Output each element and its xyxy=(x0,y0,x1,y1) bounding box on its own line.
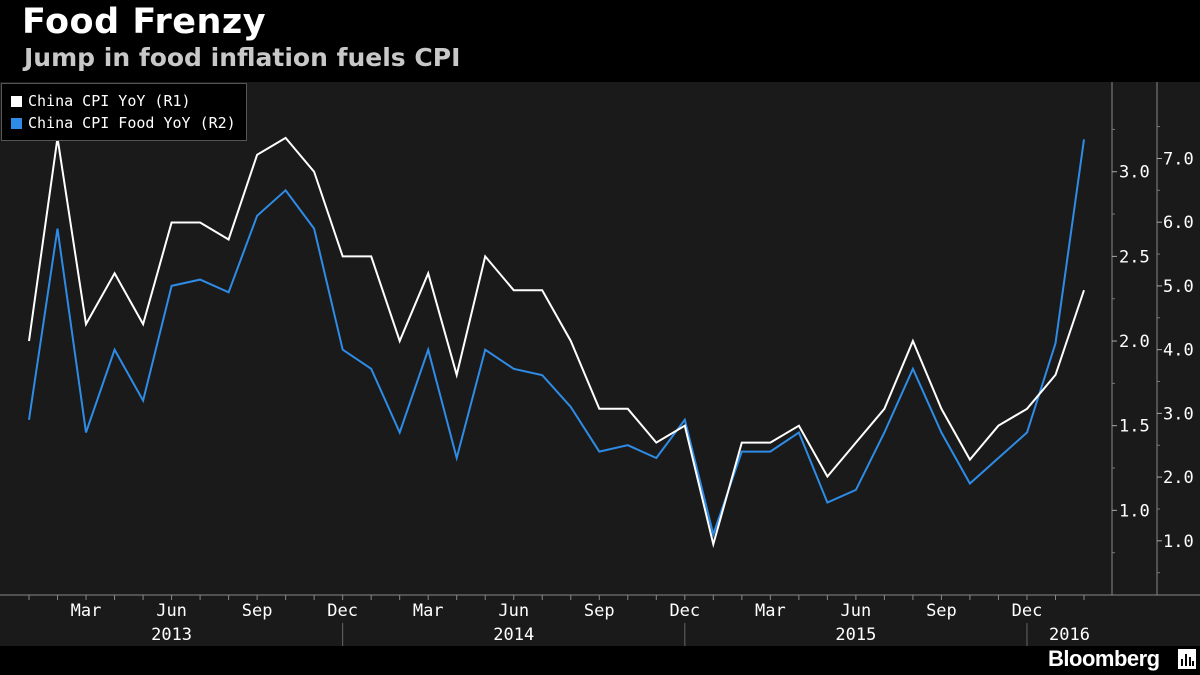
series-line-cpi xyxy=(28,136,1085,549)
legend-item-food: China CPI Food YoY (R2) xyxy=(11,112,246,134)
y-tick-label-r1: 3.0 xyxy=(1119,163,1150,183)
x-tick-label: Jun xyxy=(498,601,529,621)
legend-item-cpi: China CPI YoY (R1) xyxy=(11,90,246,112)
x-tick-label: Sep xyxy=(242,601,273,621)
x-tick-label: Jun xyxy=(841,601,872,621)
x-tick-label: Dec xyxy=(327,601,358,621)
series-line-food xyxy=(28,139,1085,539)
legend-swatch-food xyxy=(11,117,22,129)
x-year-label: 2016 xyxy=(1049,625,1090,645)
y-tick-label-r1: 2.5 xyxy=(1119,247,1150,267)
y-tick-label-r2: 3.0 xyxy=(1163,404,1194,424)
y-tick-label-r1: 1.0 xyxy=(1119,501,1150,521)
x-tick-label: Jun xyxy=(156,601,187,621)
y-tick-label-r2: 5.0 xyxy=(1163,277,1194,297)
plot-background xyxy=(0,82,1200,646)
y-tick-label-r2: 1.0 xyxy=(1163,532,1194,552)
y-tick-label-r2: 6.0 xyxy=(1163,213,1194,233)
x-tick-label: Mar xyxy=(755,601,786,621)
y-tick-label-r2: 7.0 xyxy=(1163,149,1194,169)
x-tick-label: Dec xyxy=(669,601,700,621)
legend: China CPI YoY (R1) China CPI Food YoY (R… xyxy=(1,83,247,141)
x-tick-label: Sep xyxy=(926,601,957,621)
x-year-label: 2015 xyxy=(835,625,876,645)
chart-subtitle: Jump in food inflation fuels CPI xyxy=(24,43,461,72)
y-tick-label-r1: 2.0 xyxy=(1119,332,1150,352)
chart-title: Food Frenzy xyxy=(22,2,267,42)
x-tick-label: Mar xyxy=(413,601,444,621)
y-tick-label-r2: 4.0 xyxy=(1163,341,1194,361)
x-tick-label: Sep xyxy=(584,601,615,621)
y-tick-label-r2: 2.0 xyxy=(1163,468,1194,488)
x-tick-label: Dec xyxy=(1012,601,1043,621)
legend-label-cpi: China CPI YoY (R1) xyxy=(28,92,191,110)
bloomberg-chart-icon xyxy=(1178,649,1196,669)
brand-logo-text: Bloomberg xyxy=(1048,646,1160,671)
axes-layer: 1.0 1.5 2.0 2.5 3.0 1.0 2.0 3.0 4.0 5.0 6.0 7.0 Mar J… xyxy=(0,82,1200,646)
y-tick-label-r1: 1.5 xyxy=(1119,417,1150,437)
x-year-label: 2014 xyxy=(493,625,534,645)
lines-layer xyxy=(28,136,1085,549)
x-tick-label: Mar xyxy=(71,601,102,621)
legend-label-food: China CPI Food YoY (R2) xyxy=(28,114,236,132)
legend-swatch-cpi xyxy=(11,95,22,107)
x-year-label: 2013 xyxy=(151,625,192,645)
